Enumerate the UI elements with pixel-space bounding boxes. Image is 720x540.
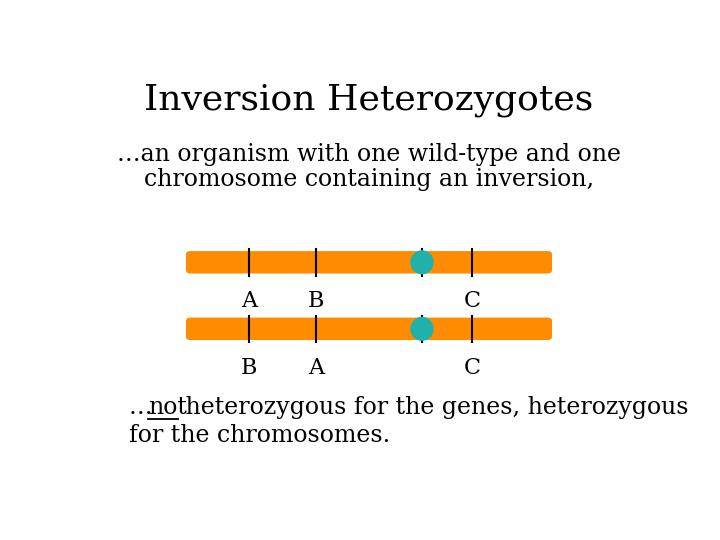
Text: C: C — [464, 357, 481, 379]
Text: …: … — [129, 396, 153, 420]
Text: A: A — [241, 290, 257, 312]
Text: not: not — [148, 396, 187, 420]
Text: heterozygous for the genes, heterozygous: heterozygous for the genes, heterozygous — [178, 396, 688, 420]
FancyBboxPatch shape — [186, 251, 552, 274]
Text: C: C — [464, 290, 481, 312]
Ellipse shape — [410, 250, 433, 274]
Text: for the chromosomes.: for the chromosomes. — [129, 424, 390, 447]
Text: …an organism with one wild-type and one: …an organism with one wild-type and one — [117, 143, 621, 166]
Text: Inversion Heterozygotes: Inversion Heterozygotes — [145, 83, 593, 117]
Ellipse shape — [410, 317, 433, 341]
Text: A: A — [308, 357, 324, 379]
Text: chromosome containing an inversion,: chromosome containing an inversion, — [144, 167, 594, 191]
FancyBboxPatch shape — [186, 318, 552, 340]
Text: B: B — [241, 357, 257, 379]
Text: B: B — [308, 290, 324, 312]
